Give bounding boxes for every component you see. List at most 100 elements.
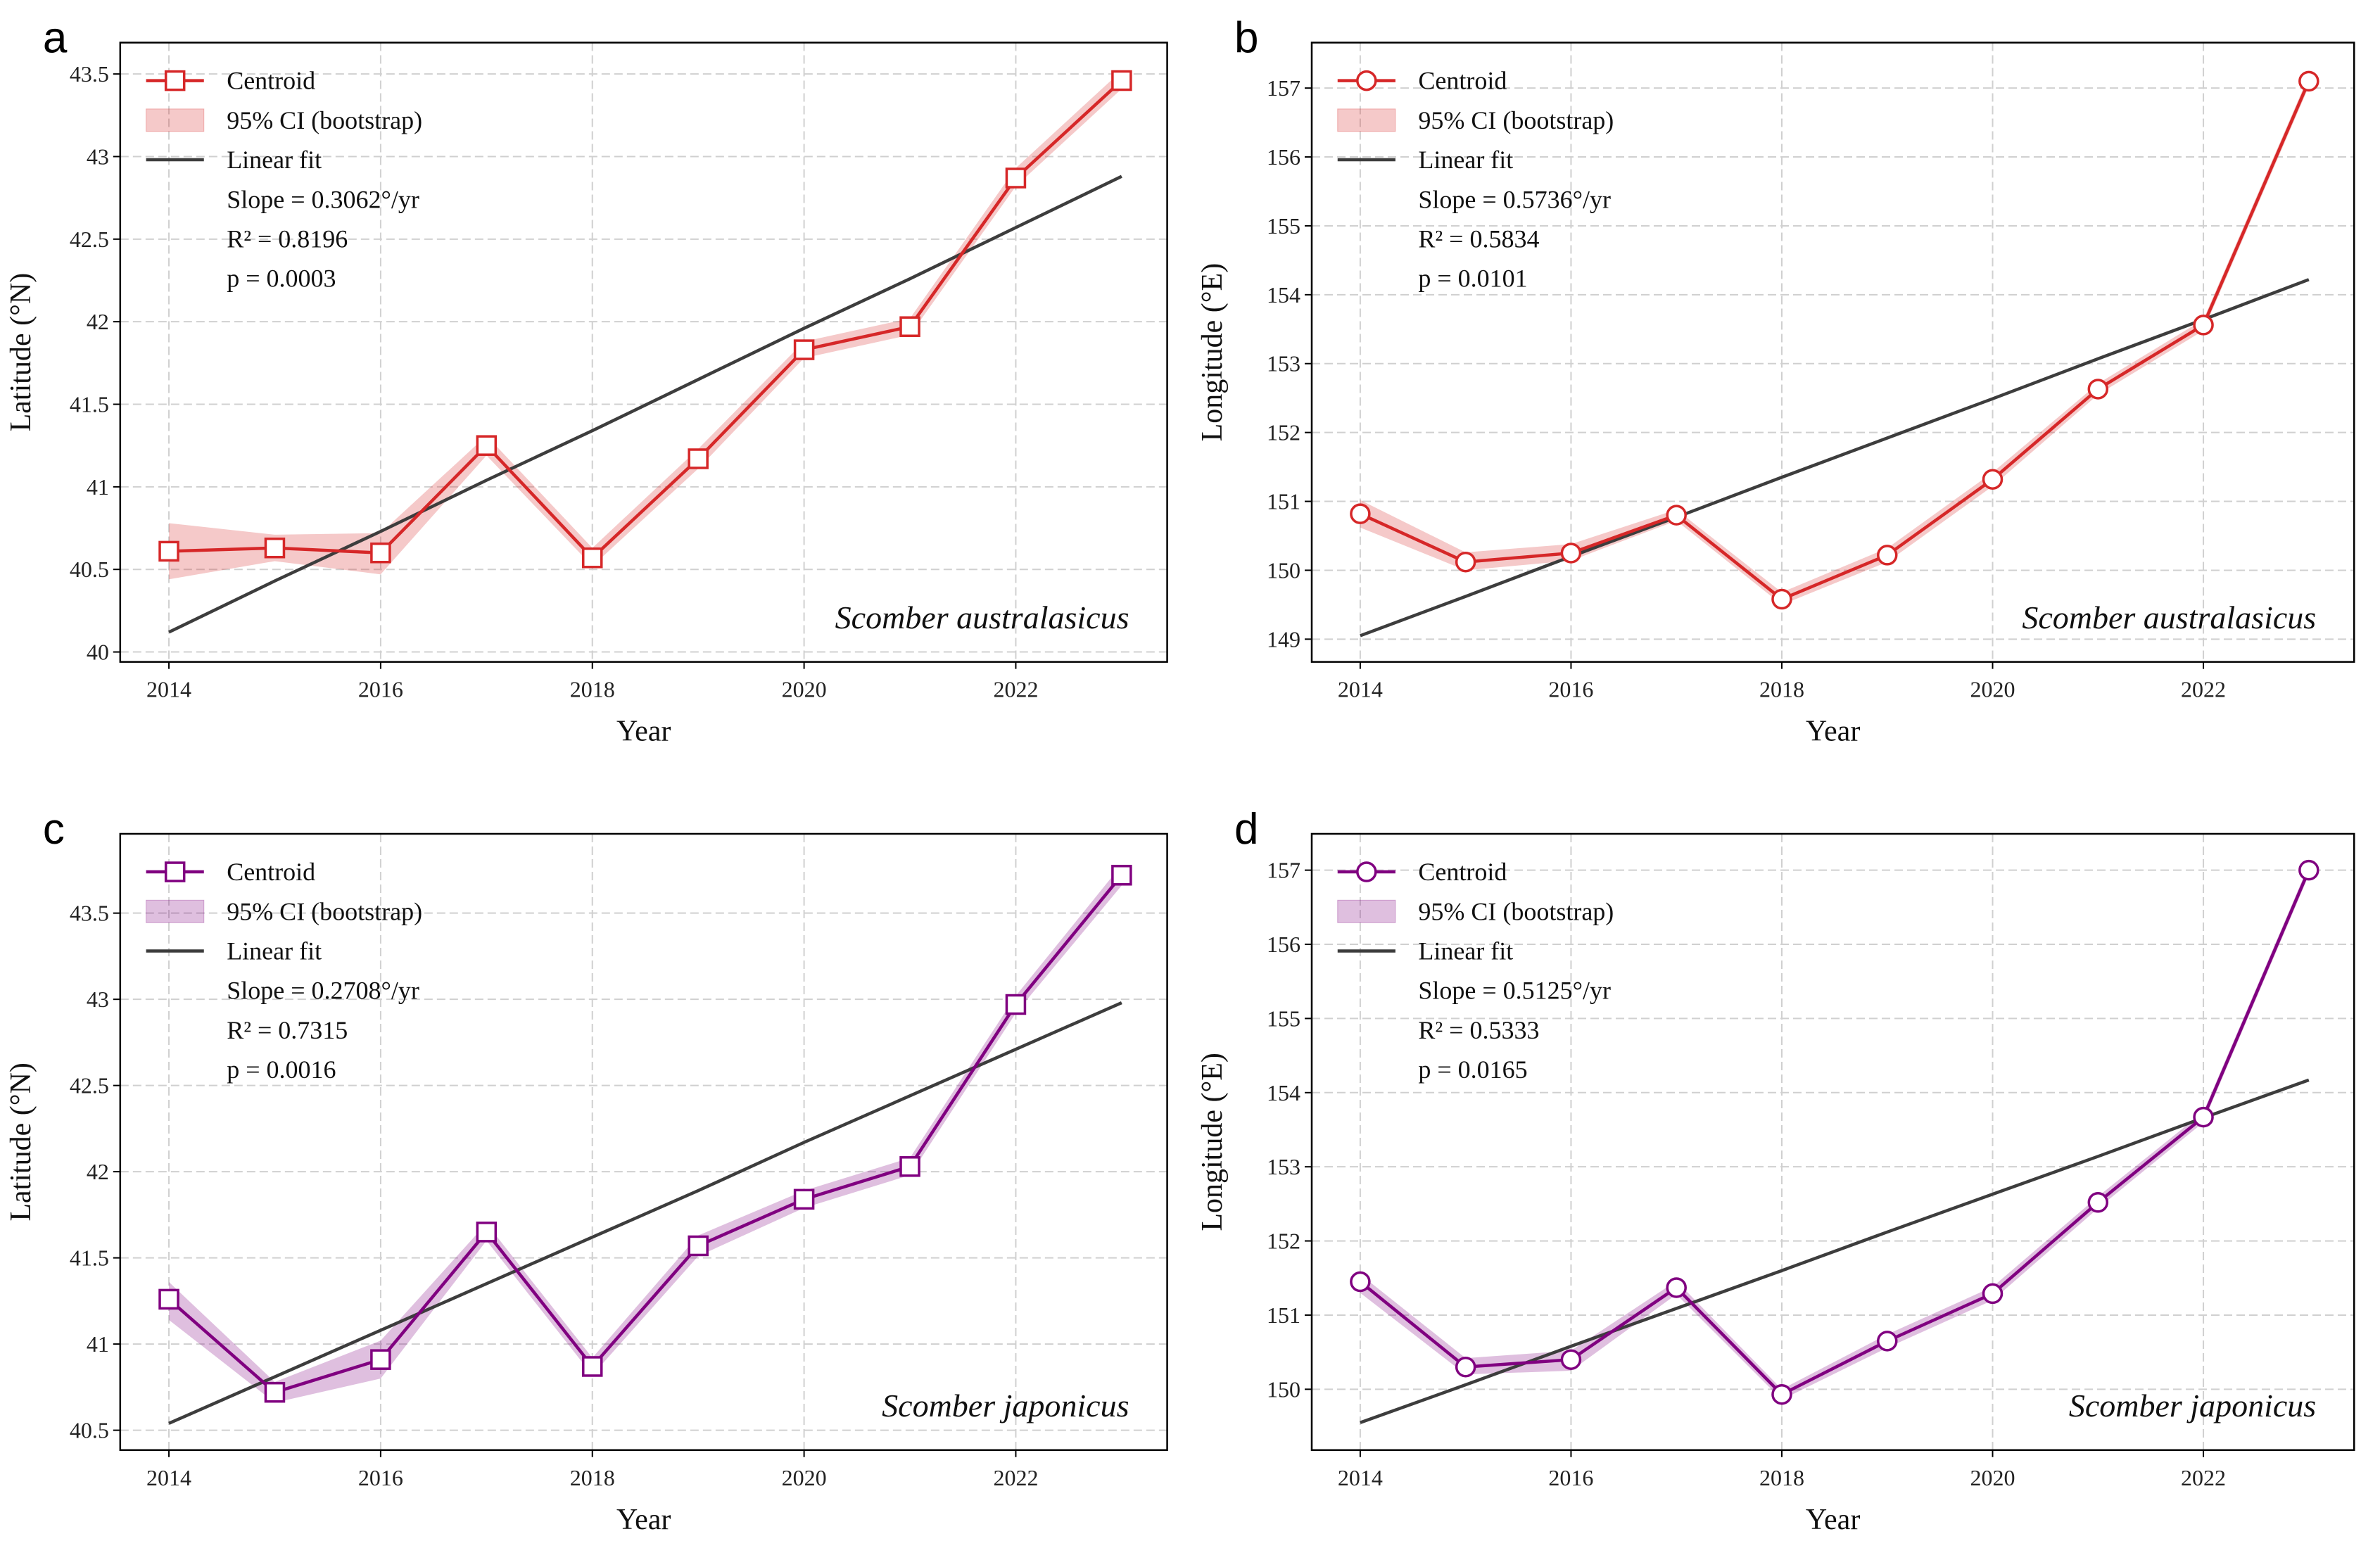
y-tick-label: 41 [87,1331,109,1357]
y-tick-label: 154 [1267,1080,1300,1105]
y-axis-label: Longitude (°E) [1196,263,1229,442]
x-tick-label: 2022 [2181,677,2226,702]
x-tick-label: 2022 [993,1465,1038,1490]
y-tick-label: 157 [1267,75,1300,101]
y-tick-label: 155 [1267,213,1300,239]
species-label: Scomber japonicus [882,1388,1129,1423]
annotation: Slope = 0.5736°/yr [1418,185,1611,213]
marker [1455,551,1476,573]
marker [2087,1192,2109,1213]
y-tick-label: 42.5 [70,227,109,252]
legend-label: Centroid [227,67,315,95]
marker [581,1356,603,1377]
x-axis-label: Year [1806,716,1860,748]
panel-letter: a [43,14,68,63]
x-tick-label: 2016 [1548,677,1593,702]
annotation: R² = 0.7315 [227,1016,348,1044]
marker [2193,1106,2214,1128]
y-tick-label: 156 [1267,932,1300,957]
marker [164,861,186,882]
y-tick-label: 42 [87,1159,109,1184]
y-tick-label: 152 [1267,1229,1300,1254]
subplot: 2014 2016 2018 2020 2022 40.5 41 41.5 42 42.5 43 43… [5,805,1168,1536]
x-axis-label: Year [616,1504,671,1536]
x-tick-label: 2018 [1759,677,1804,702]
marker [1005,167,1027,189]
x-tick-label: 2020 [1970,677,2015,702]
legend-label: Linear fit [227,937,322,965]
legend-label: Linear fit [227,146,322,174]
y-tick-label: 156 [1267,144,1300,170]
marker [1356,70,1377,91]
marker [1666,1277,1687,1298]
marker [1560,543,1582,564]
legend-handle [1337,899,1396,923]
marker [2298,859,2319,881]
annotation: R² = 0.8196 [227,224,348,253]
annotation: Slope = 0.2708°/yr [227,977,419,1005]
marker [1350,503,1371,524]
species-label: Scomber australasicus [835,600,1129,635]
marker [581,547,603,569]
fit-line [1360,1078,2310,1424]
y-tick-label: 43.5 [70,61,109,87]
legend-handle [146,899,205,923]
marker [2087,379,2109,400]
y-tick-label: 151 [1267,1302,1300,1328]
marker [1666,505,1687,526]
marker [1982,1283,2004,1305]
x-tick-label: 2016 [358,1465,403,1490]
y-tick-label: 153 [1267,1154,1300,1179]
x-tick-label: 2022 [2181,1465,2226,1490]
marker [899,316,920,337]
marker [370,1349,391,1370]
x-tick-label: 2014 [146,677,191,702]
subplot: 2014 2016 2018 2020 2022 150 151 152 153 154 155 15… [1196,805,2355,1536]
y-tick-label: 41.5 [70,392,109,417]
centroid-line [167,874,1123,1395]
panel-letter: c [43,805,65,854]
y-tick-label: 154 [1267,282,1300,307]
legend-label: Linear fit [1418,937,1513,965]
x-tick-label: 2014 [146,1465,191,1490]
y-tick-label: 150 [1267,557,1300,583]
marker [688,448,709,469]
marker [1982,469,2004,490]
marker [2193,315,2214,336]
y-tick-label: 42 [87,309,109,334]
y-tick-label: 43 [87,987,109,1012]
axes-frame [1310,832,2355,1452]
legend-handle [146,108,205,132]
legend-label: 95% CI (bootstrap) [1418,106,1614,134]
marker [1356,861,1377,882]
y-tick-label: 40.5 [70,557,109,582]
y-tick-label: 41 [87,474,109,500]
y-tick-label: 157 [1267,858,1300,883]
marker [688,1235,709,1257]
marker [476,1222,498,1243]
x-tick-label: 2020 [782,677,827,702]
fit-line [168,1001,1122,1425]
legend-label: 95% CI (bootstrap) [227,106,422,134]
legend-label: Centroid [1418,858,1507,886]
x-tick-label: 2018 [1759,1465,1804,1490]
legend-label: Centroid [227,858,315,886]
marker [1350,1271,1371,1293]
annotation: p = 0.0003 [227,265,336,293]
x-tick-label: 2014 [1338,1465,1383,1490]
fit-line [1360,278,2310,638]
annotation: R² = 0.5834 [1418,224,1539,253]
centroid-line [168,79,1123,560]
y-tick-label: 150 [1267,1376,1300,1402]
annotation: p = 0.0016 [227,1055,336,1084]
marker [164,70,186,91]
legend-label: Linear fit [1418,146,1513,174]
annotation: p = 0.0101 [1418,265,1527,293]
legend-handle [1337,108,1396,132]
panel-letter: b [1234,14,1258,63]
annotation: p = 0.0165 [1418,1055,1527,1084]
x-axis-label: Year [616,716,671,748]
x-axis-label: Year [1806,1504,1860,1536]
x-tick-label: 2016 [358,677,403,702]
